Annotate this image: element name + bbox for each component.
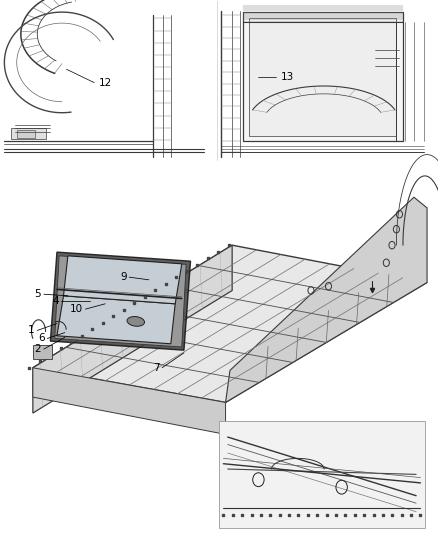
Polygon shape	[226, 197, 427, 402]
Polygon shape	[50, 252, 191, 350]
FancyBboxPatch shape	[219, 421, 425, 528]
Polygon shape	[33, 245, 232, 413]
Polygon shape	[243, 12, 403, 141]
Text: 4: 4	[52, 296, 59, 306]
Text: 9: 9	[120, 272, 127, 282]
Text: 7: 7	[153, 363, 159, 373]
Text: 6: 6	[38, 334, 45, 343]
Polygon shape	[33, 368, 226, 434]
Polygon shape	[57, 296, 175, 344]
Polygon shape	[33, 245, 427, 402]
Text: 2: 2	[35, 344, 41, 354]
Polygon shape	[33, 345, 52, 359]
Text: 12: 12	[99, 78, 112, 87]
Text: 10: 10	[70, 304, 83, 314]
Polygon shape	[249, 19, 396, 136]
Polygon shape	[55, 256, 186, 347]
Text: 13: 13	[280, 72, 293, 82]
Polygon shape	[17, 130, 35, 138]
Ellipse shape	[127, 317, 145, 326]
Polygon shape	[11, 128, 46, 140]
Text: 1: 1	[28, 326, 35, 335]
Text: 5: 5	[35, 289, 41, 299]
Polygon shape	[64, 256, 182, 304]
